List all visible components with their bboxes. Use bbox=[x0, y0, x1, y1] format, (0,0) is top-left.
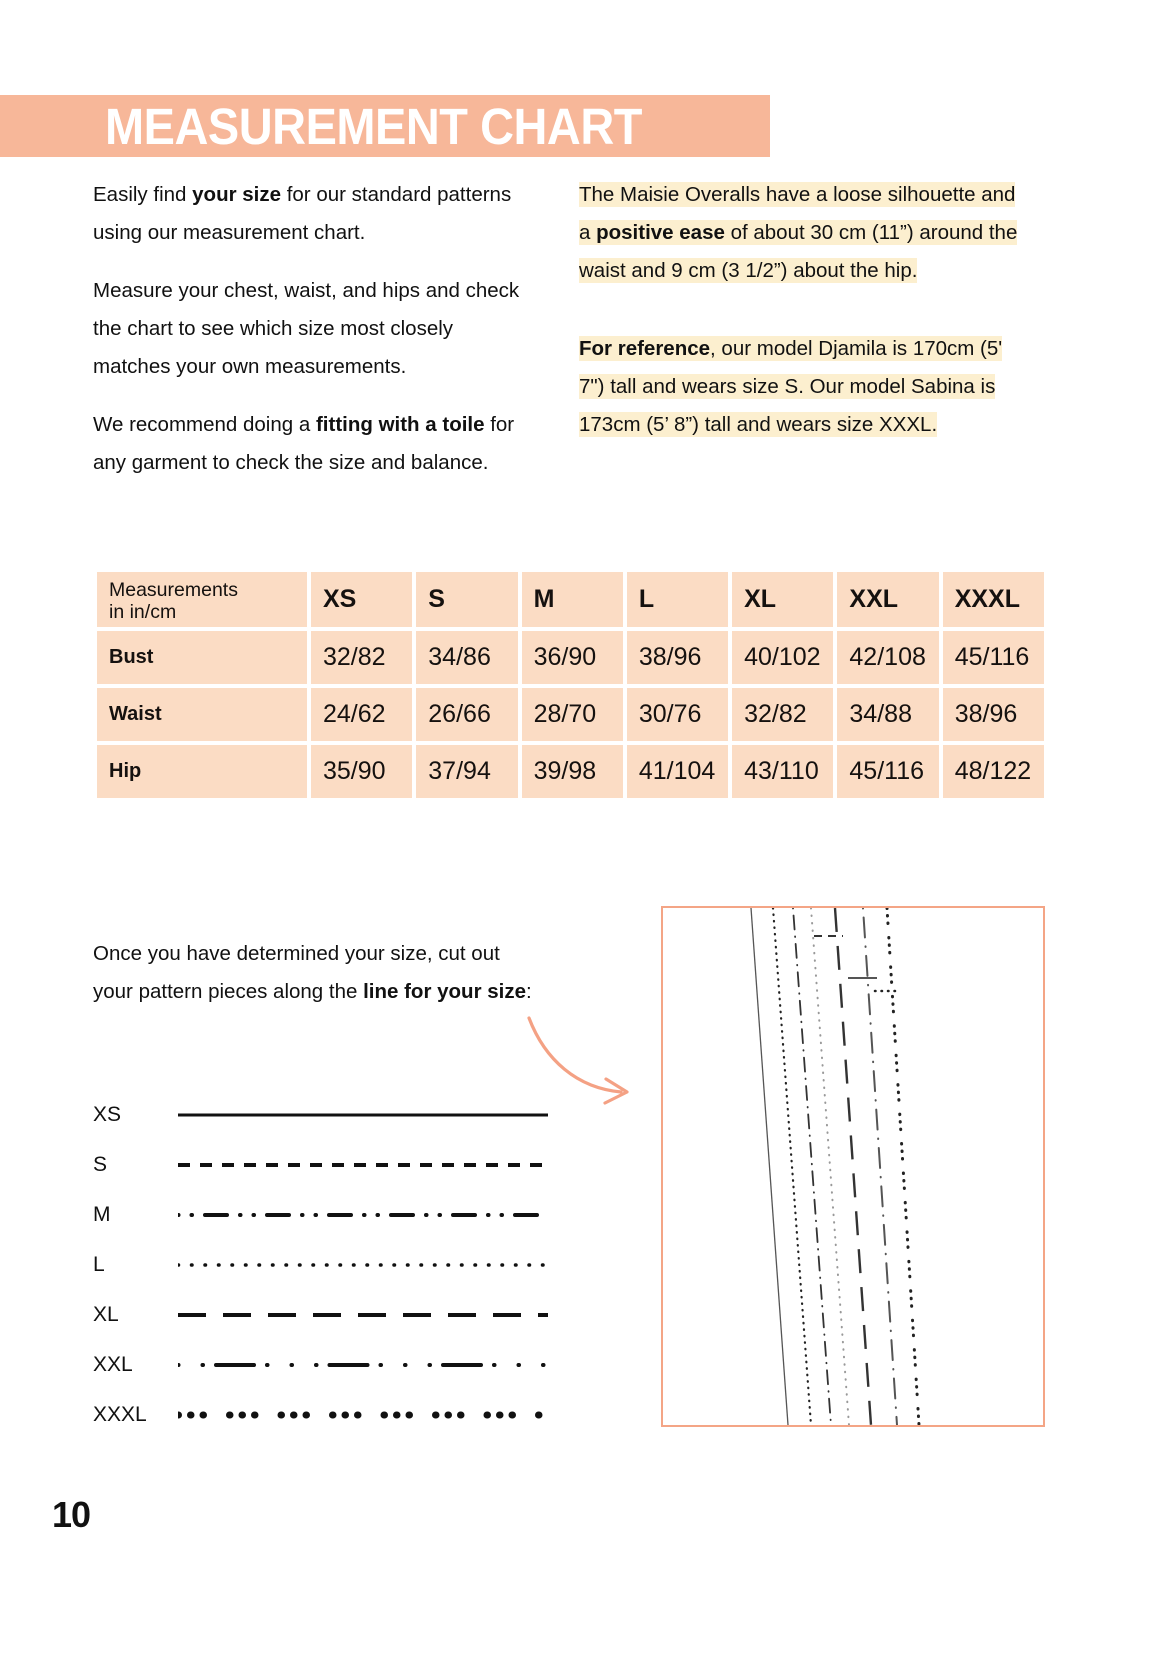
page-number: 10 bbox=[52, 1494, 91, 1535]
intro-paragraph-1: Easily find your size for our standard p… bbox=[93, 176, 531, 252]
table-body: Bust 32/82 34/86 36/90 38/96 40/102 42/1… bbox=[97, 631, 1044, 798]
intro-right-column: The Maisie Overalls have a loose silhoue… bbox=[579, 176, 1019, 482]
legend-line-xl bbox=[178, 1308, 563, 1322]
row-label-waist: Waist bbox=[97, 688, 307, 741]
cell-hip-m: 39/98 bbox=[521, 745, 623, 798]
legend-line-m bbox=[178, 1208, 563, 1222]
corner-header-line-1: Measurements bbox=[109, 578, 238, 601]
cell-hip-xs: 35/90 bbox=[311, 745, 413, 798]
column-header-xl: XL bbox=[732, 572, 834, 627]
cell-bust-s: 34/86 bbox=[416, 631, 518, 684]
cell-hip-l: 41/104 bbox=[626, 745, 729, 798]
intro-p1-part-a: Easily find bbox=[93, 183, 193, 206]
legend-item-xxxl: XXXL bbox=[93, 1390, 563, 1440]
legend-label-s: S bbox=[93, 1153, 108, 1176]
measurement-table: Measurements in in/cm XS S M L XL XXL XX… bbox=[93, 568, 1048, 802]
cut-bold: line for your size bbox=[363, 980, 526, 1003]
reference-paragraph: For reference, our model Djamila is 170c… bbox=[579, 330, 1019, 444]
cell-hip-xl: 43/110 bbox=[732, 745, 834, 798]
legend-label-xxl: XXL bbox=[93, 1353, 133, 1376]
intro-p3-part-c: for any garment to check the size and ba… bbox=[93, 413, 515, 474]
row-label-bust: Bust bbox=[97, 631, 307, 684]
cell-hip-s: 37/94 bbox=[416, 745, 518, 798]
cut-part-c: : bbox=[526, 980, 532, 1003]
reference-bold: For reference bbox=[579, 336, 711, 361]
legend-item-l: L bbox=[93, 1240, 563, 1290]
cell-waist-xxxl: 38/96 bbox=[942, 688, 1044, 741]
intro-p3-bold: fitting with a toile bbox=[315, 413, 485, 436]
cell-waist-xxl: 34/88 bbox=[837, 688, 939, 741]
legend-line-s bbox=[178, 1158, 563, 1172]
title-banner: MEASUREMENT CHART bbox=[0, 95, 770, 157]
legend-line-l bbox=[178, 1258, 563, 1272]
column-header-xxl: XXL bbox=[837, 572, 939, 627]
cell-bust-xxl: 42/108 bbox=[837, 631, 939, 684]
intro-p3-part-a: We recommend doing a bbox=[93, 413, 316, 436]
ease-paragraph: The Maisie Overalls have a loose silhoue… bbox=[579, 176, 1019, 290]
pattern-lines-illustration bbox=[750, 908, 921, 1425]
cell-waist-xs: 24/62 bbox=[311, 688, 413, 741]
cut-part-a: Once you have determined your size, cut … bbox=[93, 942, 500, 1003]
page-title: MEASUREMENT CHART bbox=[105, 97, 642, 155]
legend-item-s: S bbox=[93, 1140, 563, 1190]
row-label-hip: Hip bbox=[97, 745, 307, 798]
column-header-l: L bbox=[626, 572, 729, 627]
intro-p1-part-c: for our standard patterns using our meas… bbox=[93, 183, 512, 244]
column-header-xs: XS bbox=[311, 572, 413, 627]
intro-p1-bold: your size bbox=[192, 183, 282, 206]
cell-waist-m: 28/70 bbox=[521, 688, 623, 741]
column-header-xxxl: XXXL bbox=[942, 572, 1044, 627]
intro-left-column: Easily find your size for our standard p… bbox=[93, 176, 531, 482]
cell-bust-xxxl: 45/116 bbox=[942, 631, 1044, 684]
legend-item-m: M bbox=[93, 1190, 563, 1240]
cell-bust-xs: 32/82 bbox=[311, 631, 413, 684]
cell-bust-xl: 40/102 bbox=[732, 631, 834, 684]
legend-item-xs: XS bbox=[93, 1090, 563, 1140]
intro-paragraph-2: Measure your chest, waist, and hips and … bbox=[93, 279, 520, 378]
cell-bust-l: 38/96 bbox=[626, 631, 729, 684]
table-corner-header: Measurements in in/cm bbox=[97, 572, 307, 627]
pattern-preview-box bbox=[661, 906, 1045, 1427]
legend-label-xs: XS bbox=[93, 1103, 122, 1126]
table-row-hip: Hip 35/90 37/94 39/98 41/104 43/110 45/1… bbox=[97, 745, 1044, 798]
cell-waist-s: 26/66 bbox=[416, 688, 518, 741]
cell-bust-m: 36/90 bbox=[521, 631, 623, 684]
table-header-row: Measurements in in/cm XS S M L XL XXL XX… bbox=[97, 572, 1044, 627]
table-row-waist: Waist 24/62 26/66 28/70 30/76 32/82 34/8… bbox=[97, 688, 1044, 741]
paragraph-spacer bbox=[579, 310, 1019, 330]
legend-label-xl: XL bbox=[93, 1303, 119, 1326]
corner-header-line-2: in in/cm bbox=[109, 600, 177, 623]
cell-hip-xxl: 45/116 bbox=[837, 745, 939, 798]
column-header-s: S bbox=[416, 572, 518, 627]
legend-item-xl: XL bbox=[93, 1290, 563, 1340]
intro-section: Easily find your size for our standard p… bbox=[93, 176, 1053, 482]
legend-line-xxxl bbox=[178, 1408, 563, 1422]
cell-waist-xl: 32/82 bbox=[732, 688, 834, 741]
legend-line-xs bbox=[178, 1108, 563, 1122]
cell-waist-l: 30/76 bbox=[626, 688, 729, 741]
curved-arrow-icon bbox=[505, 1000, 665, 1110]
cut-instruction-text: Once you have determined your size, cut … bbox=[93, 935, 533, 1011]
legend-line-xxl bbox=[178, 1358, 563, 1372]
line-style-legend: XS S M L XL XXL XXXL bbox=[93, 1090, 563, 1440]
legend-label-xxxl: XXXL bbox=[93, 1403, 147, 1426]
column-header-m: M bbox=[521, 572, 623, 627]
ease-bold: positive ease bbox=[596, 220, 725, 245]
intro-paragraph-3: We recommend doing a fitting with a toil… bbox=[93, 406, 531, 482]
legend-label-l: L bbox=[93, 1253, 105, 1276]
legend-label-m: M bbox=[93, 1203, 111, 1226]
legend-item-xxl: XXL bbox=[93, 1340, 563, 1390]
table-row-bust: Bust 32/82 34/86 36/90 38/96 40/102 42/1… bbox=[97, 631, 1044, 684]
table-header: Measurements in in/cm XS S M L XL XXL XX… bbox=[97, 572, 1044, 627]
cell-hip-xxxl: 48/122 bbox=[942, 745, 1044, 798]
